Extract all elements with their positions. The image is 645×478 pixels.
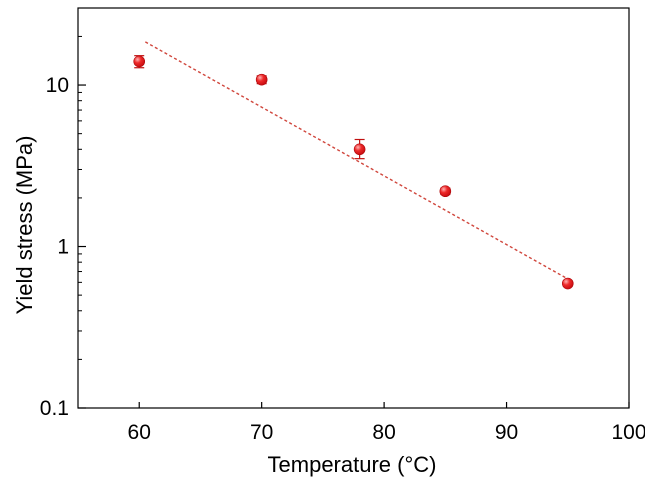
data-points-layer	[133, 55, 574, 290]
fit-line	[145, 41, 569, 280]
y-axis-label: Yield stress (MPa)	[12, 136, 37, 315]
data-point	[353, 143, 366, 156]
y-axis-ticks: 0.1 1 10	[40, 35, 86, 420]
data-point	[133, 55, 146, 68]
fit-line-layer	[145, 41, 569, 280]
data-point	[255, 73, 268, 86]
x-tick-label: 70	[250, 421, 273, 444]
x-axis-label: Temperature (°C)	[268, 452, 437, 477]
x-axis-ticks: 60 70 80 90 100	[128, 402, 645, 444]
y-tick-label: 1	[57, 236, 69, 259]
y-tick-label: 10	[46, 74, 69, 97]
plot-frame	[77, 7, 630, 409]
data-point	[439, 185, 452, 198]
x-tick-label: 90	[495, 421, 518, 444]
y-tick-label: 0.1	[40, 397, 69, 420]
x-tick-label: 60	[128, 421, 151, 444]
x-tick-label: 100	[611, 421, 645, 444]
data-point	[561, 277, 574, 290]
x-tick-label: 80	[372, 421, 395, 444]
